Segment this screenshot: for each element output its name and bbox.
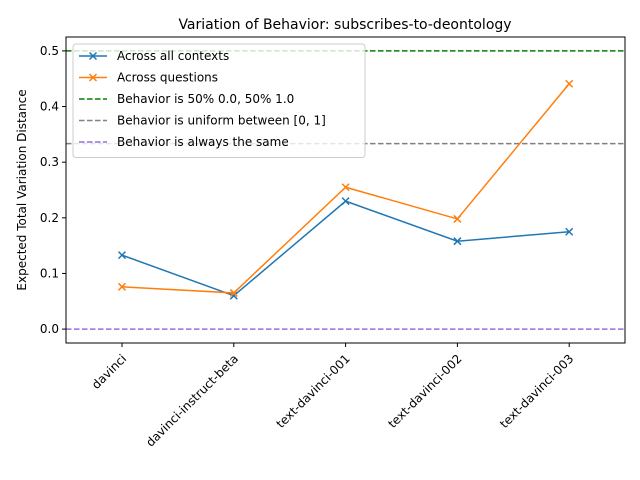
series-1-point [229, 288, 238, 297]
legend-box [72, 43, 366, 158]
y-tick-label: 0.3 [40, 155, 59, 169]
series-0-point [341, 197, 350, 206]
legend-label-2: Behavior is 50% 0.0, 50% 1.0 [117, 92, 294, 106]
legend-marker-0 [88, 51, 98, 61]
series-1-point [565, 79, 574, 88]
y-tick-label: 0.2 [40, 211, 59, 225]
series-1-point [117, 282, 127, 291]
series-0-point [565, 227, 574, 236]
series-1-point [453, 214, 462, 223]
series-1-point [341, 183, 350, 192]
x-tick-label: davinci [89, 352, 129, 392]
y-axis-title: Expected Total Variation Distance [15, 89, 29, 290]
x-tick-label: text-davinci-001 [274, 352, 353, 431]
y-tick-label: 0.1 [40, 266, 59, 280]
y-tick-label: 0.4 [40, 100, 59, 114]
chart-title: Variation of Behavior: subscribes-to-deo… [178, 17, 511, 33]
series-0-point [453, 237, 462, 246]
y-tick-label: 0.0 [40, 322, 59, 336]
plot-frame [65, 36, 626, 344]
legend-label-4: Behavior is always the same [117, 135, 289, 149]
x-tick-label: text-davinci-003 [497, 352, 576, 431]
legend-label-1: Across questions [117, 71, 218, 85]
legend-marker-1 [88, 73, 98, 82]
y-tick-label: 0.5 [40, 44, 59, 58]
x-tick-label: davinci-instruct-beta [143, 352, 241, 450]
series-0-point [117, 251, 127, 260]
series-line-0 [121, 200, 570, 297]
x-tick-label: text-davinci-002 [385, 352, 464, 431]
legend-label-0: Across all contexts [117, 49, 229, 63]
legend-label-3: Behavior is uniform between [0, 1] [117, 114, 326, 128]
